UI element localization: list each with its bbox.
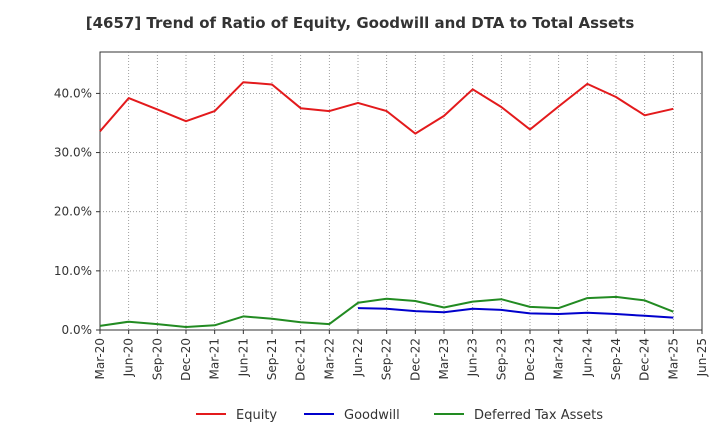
x-tick-label: Mar-20 bbox=[93, 338, 107, 379]
x-tick-label: Jun-21 bbox=[236, 338, 250, 377]
x-tick-label: Mar-25 bbox=[666, 338, 680, 379]
x-tick-label: Jun-24 bbox=[580, 338, 594, 377]
y-tick-label: 40.0% bbox=[54, 86, 92, 100]
x-axis: Mar-20 Jun-20 Sep-20 Dec-20 Mar-21 Jun-21 Sep-… bbox=[93, 330, 709, 381]
x-tick-label: Sep-21 bbox=[265, 338, 279, 380]
legend-label-goodwill: Goodwill bbox=[344, 408, 400, 423]
x-tick-label: Dec-24 bbox=[638, 338, 652, 381]
x-tick-label: Sep-23 bbox=[494, 338, 508, 380]
series-lines bbox=[99, 81, 674, 328]
y-axis: 0.0% 10.0% 20.0% 30.0% 40.0% bbox=[54, 86, 100, 337]
x-tick-label: Mar-21 bbox=[208, 338, 222, 379]
legend: Equity Goodwill Deferred Tax Assets bbox=[196, 408, 603, 423]
series-line-deferred-tax-assets bbox=[99, 295, 674, 328]
x-tick-label: Mar-22 bbox=[322, 338, 336, 379]
x-tick-label: Mar-23 bbox=[437, 338, 451, 379]
grid bbox=[100, 52, 702, 330]
y-tick-label: 30.0% bbox=[54, 146, 92, 160]
x-tick-label: Jun-22 bbox=[351, 338, 365, 377]
x-tick-label: Jun-25 bbox=[695, 338, 709, 377]
x-tick-label: Mar-24 bbox=[552, 338, 566, 379]
x-tick-label: Sep-20 bbox=[150, 338, 164, 380]
x-tick-label: Jun-23 bbox=[466, 338, 480, 377]
y-tick-label: 0.0% bbox=[62, 323, 93, 337]
x-tick-label: Dec-20 bbox=[179, 338, 193, 381]
chart-title: [4657] Trend of Ratio of Equity, Goodwil… bbox=[85, 14, 635, 32]
x-tick-label: Jun-20 bbox=[122, 338, 136, 377]
series-line-goodwill bbox=[357, 307, 674, 319]
legend-label-equity: Equity bbox=[236, 408, 277, 423]
x-tick-label: Dec-22 bbox=[408, 338, 422, 381]
y-tick-label: 20.0% bbox=[54, 205, 92, 219]
x-tick-label: Dec-23 bbox=[523, 338, 537, 381]
x-tick-label: Dec-21 bbox=[294, 338, 308, 381]
y-tick-label: 10.0% bbox=[54, 264, 92, 278]
legend-label-deferred-tax-assets: Deferred Tax Assets bbox=[474, 408, 603, 423]
series-line-equity bbox=[99, 81, 674, 135]
x-tick-label: Sep-22 bbox=[380, 338, 394, 380]
x-tick-label: Sep-24 bbox=[609, 338, 623, 380]
plot-area bbox=[99, 51, 703, 331]
